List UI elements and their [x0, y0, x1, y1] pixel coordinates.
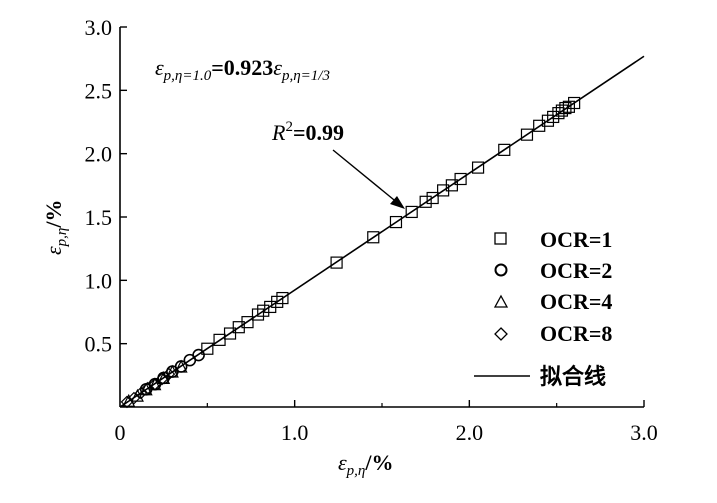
- data-point-ocr8: [162, 367, 176, 381]
- legend-marker-ocr1: [494, 232, 507, 245]
- r2-value: =0.99: [293, 120, 344, 145]
- ticks: [120, 26, 645, 407]
- data-point-ocr2: [192, 348, 205, 362]
- data-point-ocr1: [257, 304, 270, 317]
- data-point-ocr1: [213, 333, 226, 346]
- data-point-ocr4: [165, 364, 179, 378]
- legend-marker-ocr8: [494, 327, 508, 341]
- data-point-ocr1: [520, 128, 534, 141]
- r2-annotation: R2=0.99: [271, 119, 344, 145]
- data-point-ocr4: [130, 388, 144, 402]
- x-tick-label: 3.0: [630, 420, 658, 445]
- equation-lhs-symbol: ε: [155, 55, 164, 80]
- data-point-ocr1: [241, 316, 254, 329]
- r2-arrow-line: [332, 149, 400, 205]
- data-point-ocr1: [405, 205, 418, 219]
- legend-label-ocr8: OCR=8: [540, 321, 612, 346]
- legend-label-ocr1: OCR=1: [540, 227, 612, 252]
- y-axis-subscript: p,η: [54, 228, 70, 248]
- legend-label-ocr2: OCR=2: [540, 258, 612, 283]
- y-tick-label: 0.5: [85, 332, 113, 357]
- y-tick-label: 2.5: [85, 78, 113, 103]
- x-tick-label: 0: [115, 420, 126, 445]
- y-tick-label: 2.0: [85, 142, 113, 167]
- equation-coefficient: =0.923: [211, 55, 273, 80]
- data-point-ocr1: [389, 215, 403, 229]
- data-point-ocr8: [155, 372, 169, 386]
- data-point-ocr4: [174, 359, 188, 373]
- equation-rhs-symbol: ε: [273, 55, 282, 80]
- x-axis-symbol: ε: [338, 450, 347, 475]
- y-tick-label: 1.0: [85, 268, 113, 293]
- y-tick-label: 1.5: [85, 205, 113, 230]
- tick-labels: 0 1.0 2.0 3.0 0.5 1.0 1.5 2.0 2.5 3.0: [85, 15, 658, 445]
- data-point-ocr1: [276, 291, 289, 305]
- equation-lhs-subscript: p,η=1.0: [163, 68, 212, 84]
- legend: OCR=1 OCR=2 OCR=4 OCR=8 拟合线: [474, 227, 612, 389]
- data-point-ocr1: [367, 231, 380, 244]
- legend-label-fit-line: 拟合线: [540, 364, 606, 389]
- data-point-ocr1: [454, 172, 467, 186]
- data-point-ocr1: [445, 179, 458, 192]
- data-point-ocr8: [148, 377, 162, 391]
- legend-marker-ocr2: [494, 263, 508, 277]
- data-point-ocr1: [419, 195, 432, 208]
- y-axis-title: εp,η/%: [41, 200, 70, 256]
- x-axis-title: εp,η/%: [338, 450, 394, 479]
- equation-annotation: εp,η=1.0=0.923εp,η=1/3: [155, 55, 330, 84]
- legend-marker-ocr4: [493, 294, 509, 308]
- data-point-ocr1: [330, 256, 343, 269]
- data-point-ocr1: [201, 342, 214, 355]
- data-points: [120, 96, 581, 409]
- r2-arrow-head: [390, 196, 405, 209]
- legend-label-ocr4: OCR=4: [540, 289, 612, 314]
- data-point-ocr1: [568, 96, 581, 110]
- data-point-ocr8: [134, 386, 148, 400]
- r2-symbol: R: [271, 120, 286, 145]
- equation-rhs-subscript: p,η=1/3: [281, 68, 330, 84]
- data-point-ocr8: [127, 391, 141, 405]
- y-axis-unit: /%: [41, 200, 66, 229]
- x-axis-subscript: p,η: [346, 463, 366, 479]
- y-tick-label: 3.0: [85, 15, 113, 40]
- r2-superscript: 2: [285, 119, 293, 135]
- x-tick-label: 1.0: [281, 420, 309, 445]
- x-tick-label: 2.0: [456, 420, 484, 445]
- data-point-ocr1: [471, 161, 485, 174]
- x-axis-unit: /%: [364, 450, 393, 475]
- y-axis-symbol: ε: [41, 246, 66, 255]
- data-point-ocr1: [555, 104, 569, 117]
- data-point-ocr1: [426, 191, 439, 205]
- data-point-ocr1: [223, 327, 237, 340]
- data-point-ocr1: [498, 143, 511, 156]
